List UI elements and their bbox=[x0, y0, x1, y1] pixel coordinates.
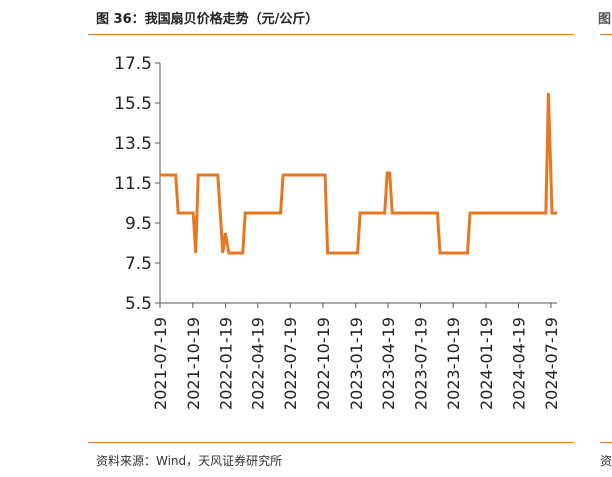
series-line-0 bbox=[160, 92, 557, 255]
y-tick-label: 7.5 bbox=[125, 254, 152, 274]
source-note: 资料来源：Wind，天风证券研究所 bbox=[96, 454, 283, 468]
x-tick-label: 2021-07-19 bbox=[151, 317, 170, 410]
y-tick-label: 15.5 bbox=[114, 94, 152, 114]
x-tick-label: 2023-01-19 bbox=[347, 317, 366, 410]
x-tick-label: 2023-07-19 bbox=[411, 317, 430, 410]
adjacent-source-divider bbox=[600, 442, 612, 443]
y-tick-label: 13.5 bbox=[114, 134, 152, 154]
adjacent-figure-divider bbox=[600, 34, 612, 35]
x-tick-label: 2022-04-19 bbox=[249, 317, 268, 410]
y-tick-label: 5.5 bbox=[125, 294, 152, 314]
x-tick-label: 2023-04-19 bbox=[379, 317, 398, 410]
x-tick-label: 2024-01-19 bbox=[477, 317, 496, 410]
x-tick-label: 2024-07-19 bbox=[542, 317, 561, 410]
x-tick-label: 2024-04-19 bbox=[509, 317, 528, 410]
y-tick-label: 17.5 bbox=[114, 54, 152, 74]
title-divider bbox=[88, 34, 574, 35]
x-tick-label: 2022-07-19 bbox=[281, 317, 300, 410]
x-tick-label: 2023-10-19 bbox=[444, 317, 463, 410]
chart-title: 图 36：我国扇贝价格走势（元/公斤） bbox=[96, 12, 319, 27]
adjacent-figure-title-fragment: 图 bbox=[598, 12, 612, 27]
x-tick-label: 2022-01-19 bbox=[217, 317, 236, 410]
source-divider bbox=[88, 442, 574, 443]
adjacent-source-fragment: 资 bbox=[600, 454, 612, 468]
x-tick-label: 2022-10-19 bbox=[314, 317, 333, 410]
y-tick-label: 9.5 bbox=[125, 214, 152, 234]
x-tick-label: 2021-10-19 bbox=[184, 317, 203, 410]
y-tick-label: 11.5 bbox=[114, 174, 152, 194]
